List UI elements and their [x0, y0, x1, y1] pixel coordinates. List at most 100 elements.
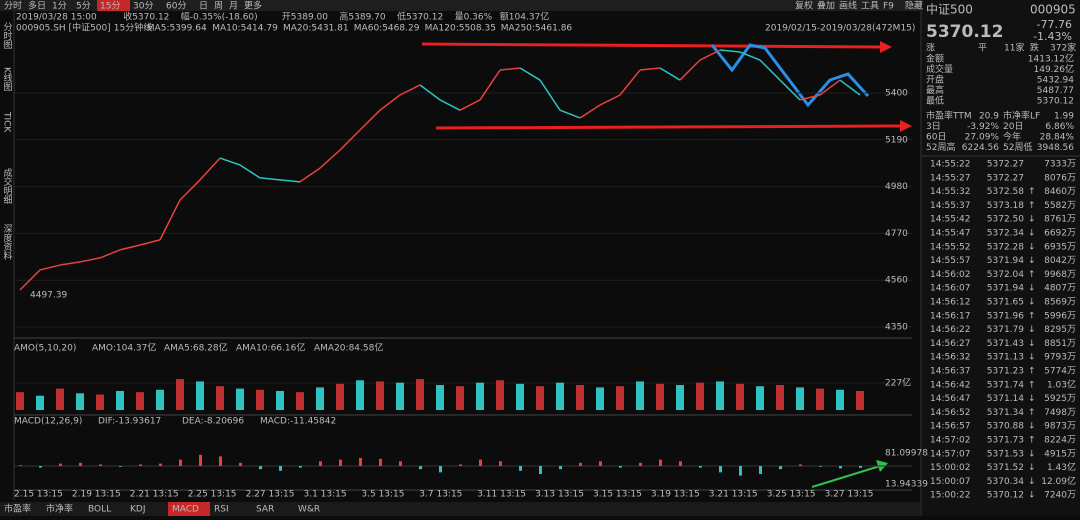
- tick-volume: 9793万: [1044, 353, 1076, 363]
- period-tab[interactable]: 更多: [244, 0, 262, 12]
- macd-bar: [779, 466, 782, 470]
- amo-header: AMO(5,10,20): [14, 344, 76, 354]
- price-segment: [479, 69, 501, 101]
- tool-button[interactable]: F9: [883, 2, 894, 12]
- tick-volume: 1.43亿: [1047, 461, 1076, 473]
- amo-header: AMA10:66.16亿: [236, 342, 305, 354]
- period-tab[interactable]: 1分: [52, 1, 67, 12]
- macd-bar: [599, 461, 602, 466]
- macd-bar: [419, 466, 422, 470]
- volume-bar: [656, 383, 664, 410]
- side-tab[interactable]: K线图: [2, 67, 13, 92]
- bottom-tab[interactable]: 市净率: [46, 503, 73, 515]
- volume-bar: [76, 393, 84, 410]
- tick-time: 14:57:02: [930, 436, 970, 446]
- tick-time: 14:55:52: [930, 242, 970, 252]
- tool-button[interactable]: 画线: [839, 0, 857, 12]
- side-tab[interactable]: TICK: [2, 111, 12, 133]
- period-tab[interactable]: 5分: [76, 1, 91, 12]
- macd-bar: [179, 459, 182, 466]
- period-tab[interactable]: 30分: [133, 1, 153, 12]
- stat-value: 6224.56: [962, 143, 999, 153]
- tick-volume: 8076万: [1044, 173, 1076, 183]
- period-tab[interactable]: 周: [214, 1, 223, 12]
- row-value: 5487.77: [1037, 86, 1074, 96]
- volume-bar: [556, 382, 564, 410]
- macd-bar: [159, 463, 162, 466]
- period-tab[interactable]: 多日: [28, 0, 46, 12]
- period-tab[interactable]: 分时: [4, 0, 22, 12]
- tick-dir: ↓: [1028, 242, 1036, 252]
- info-item: 幅-0.35%(-18.60): [181, 11, 258, 23]
- volume-bar: [276, 390, 284, 410]
- price-segment: [659, 67, 681, 81]
- price-segment: [319, 149, 341, 169]
- volume-bar: [456, 386, 464, 410]
- side-tab[interactable]: 分时图: [2, 22, 13, 50]
- y-tick-label: 4980: [885, 182, 908, 192]
- tool-button[interactable]: 叠加: [817, 1, 835, 12]
- macd-bar: [559, 466, 562, 470]
- price-segment: [619, 69, 641, 96]
- bottom-tab[interactable]: 市盈率: [4, 503, 31, 515]
- tick-time: 14:56:17: [930, 311, 970, 321]
- tick-dir: ↓: [1028, 256, 1036, 266]
- tick-dir: ↓: [1028, 463, 1036, 473]
- y-tick-label: 227亿: [885, 377, 911, 389]
- tick-dir: ↓: [1028, 422, 1036, 432]
- price-segment: [499, 67, 521, 71]
- macd-bar: [819, 466, 822, 467]
- tick-volume: 8042万: [1044, 256, 1076, 266]
- tool-button[interactable]: 复权: [795, 0, 813, 12]
- volume-bar: [176, 379, 184, 410]
- volume-bar: [256, 389, 264, 410]
- macd-bar: [279, 466, 282, 471]
- price-segment: [459, 99, 481, 111]
- macd-bar: [19, 465, 22, 466]
- side-tab[interactable]: 深度资料: [2, 224, 13, 261]
- period-tab[interactable]: 60分: [166, 1, 186, 12]
- price-segment: [779, 79, 801, 101]
- tick-time: 14:56:07: [930, 284, 970, 294]
- annotation-arrow-head: [880, 41, 892, 53]
- tick-time: 15:00:07: [930, 477, 970, 487]
- period-tab[interactable]: 日: [199, 1, 208, 12]
- side-tab[interactable]: 成交明细: [2, 167, 13, 204]
- tool-button[interactable]: 隐藏: [905, 0, 923, 12]
- row-label: 开盘: [926, 74, 944, 86]
- breadth: 涨: [926, 43, 935, 54]
- bottom-tab[interactable]: SAR: [256, 505, 274, 515]
- volume-bar: [156, 389, 164, 410]
- info-item: 低5370.12: [397, 11, 443, 23]
- volume-bar: [56, 388, 64, 410]
- volume-bar: [196, 381, 204, 410]
- bottom-tab[interactable]: BOLL: [88, 505, 111, 515]
- row-value: 149.26亿: [1034, 63, 1075, 75]
- price-segment: [139, 239, 161, 246]
- price-segment: [99, 249, 121, 259]
- bottom-tab[interactable]: W&R: [298, 505, 320, 515]
- x-tick-label: 3.21 13:15: [709, 490, 758, 500]
- tool-button[interactable]: 工具: [861, 1, 879, 12]
- quote-name: 中证500: [926, 2, 973, 17]
- macd-header: MACD:-11.45842: [260, 417, 336, 427]
- bottom-tab[interactable]: KDJ: [130, 505, 146, 515]
- period-tab[interactable]: 月: [229, 1, 238, 12]
- tick-volume: 4807万: [1044, 284, 1076, 294]
- volume-bar: [516, 383, 524, 410]
- volume-bar: [436, 385, 444, 410]
- bottom-tab[interactable]: MACD: [172, 505, 199, 515]
- bottom-tab[interactable]: RSI: [214, 505, 229, 515]
- tick-time: 14:56:27: [930, 339, 970, 349]
- price-segment: [219, 157, 241, 166]
- period-tab[interactable]: 15分: [100, 1, 120, 12]
- macd-label: 81.09978: [885, 449, 928, 459]
- volume-bar: [596, 387, 604, 410]
- stat-label: 市盈率TTM: [926, 110, 972, 122]
- info-item: 开5389.00: [282, 12, 328, 23]
- tick-time: 14:55:22: [930, 160, 970, 170]
- tick-dir: ↑: [1028, 408, 1036, 418]
- volume-bar: [416, 379, 424, 410]
